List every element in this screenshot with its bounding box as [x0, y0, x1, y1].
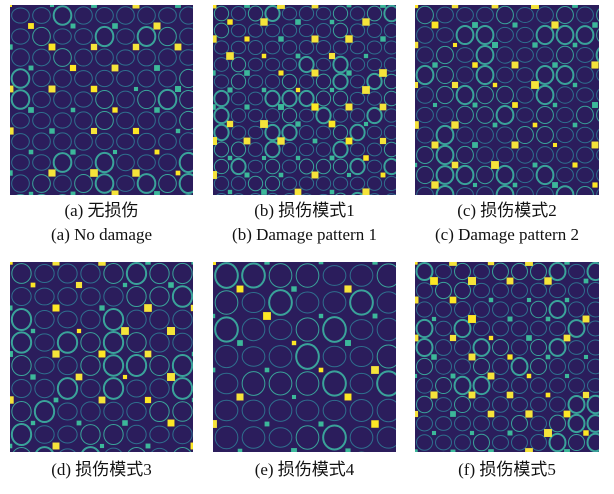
- caption-zh: (e) 损伤模式4: [255, 460, 355, 479]
- caption-zh: (f) 损伤模式5: [458, 460, 556, 479]
- caption-zh: (c) 损伤模式2: [457, 201, 557, 220]
- caption-zh: (d) 损伤模式3: [51, 460, 152, 479]
- caption-zh: (a) 无损伤: [64, 201, 138, 220]
- caption-en: (a) No damage: [51, 225, 152, 244]
- recurrence-plot: [6, 258, 215, 489]
- recurrence-plot: [209, 259, 427, 489]
- figure: (a) 无损伤 (a) No damage (b) 损伤模式1 (b) Damage …: [0, 0, 614, 489]
- caption-en: (c) Damage pattern 2: [435, 225, 579, 244]
- recurrence-plot: [412, 258, 614, 470]
- recurrence-plot: [411, 1, 614, 224]
- caption-en: (b) Damage pattern 1: [232, 225, 377, 244]
- caption-zh: (b) 损伤模式1: [254, 201, 355, 220]
- recurrence-plot: [209, 1, 416, 225]
